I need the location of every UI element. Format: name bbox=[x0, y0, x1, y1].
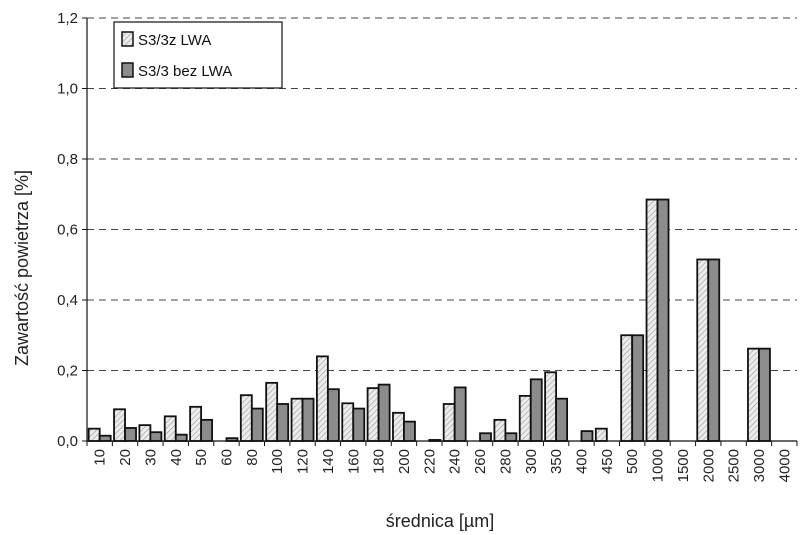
x-tick-label: 260 bbox=[472, 449, 489, 474]
x-axis-title: średnica [µm] bbox=[386, 511, 494, 531]
x-tick-label: 30 bbox=[142, 449, 159, 466]
bar-s3-3-bez-lwa bbox=[504, 432, 518, 442]
x-tick-label: 120 bbox=[295, 449, 312, 474]
gridlines bbox=[82, 17, 797, 442]
x-tick-label: 50 bbox=[193, 449, 210, 466]
x-tick-label: 350 bbox=[548, 449, 565, 474]
bar-s3-3-bez-lwa bbox=[656, 198, 670, 442]
y-tick-label: 1,0 bbox=[57, 81, 78, 98]
bar-s3-3z-lwa bbox=[366, 387, 380, 442]
bar-s3-3-bez-lwa bbox=[326, 388, 340, 442]
bar-s3-3z-lwa bbox=[696, 258, 710, 442]
bar-s3-3-bez-lwa bbox=[149, 431, 163, 442]
bar-s3-3z-lwa bbox=[341, 402, 355, 442]
bar-s3-3z-lwa bbox=[594, 427, 608, 442]
bar-s3-3-bez-lwa bbox=[377, 383, 391, 442]
x-tick-label: 1500 bbox=[675, 449, 692, 482]
x-tick-label: 180 bbox=[371, 449, 388, 474]
legend-label-s3-3-bez-lwa: S3/3 bez LWA bbox=[138, 63, 232, 80]
bar-s3-3-bez-lwa bbox=[529, 378, 543, 442]
x-tick-label: 140 bbox=[320, 449, 337, 474]
y-tick-label: 0,8 bbox=[57, 151, 78, 168]
bar-s3-3-bez-lwa bbox=[631, 334, 645, 442]
legend-box bbox=[113, 21, 283, 89]
x-tick-label: 450 bbox=[599, 449, 616, 474]
bar-s3-3-bez-lwa bbox=[403, 420, 416, 442]
bar-s3-3-bez-lwa bbox=[276, 403, 290, 442]
bar-s3-3-bez-lwa bbox=[352, 407, 366, 442]
x-tick-label: 20 bbox=[117, 449, 134, 466]
x-tick-label: 500 bbox=[624, 449, 641, 474]
legend-label-s3-3z-lwa: S3/3z LWA bbox=[138, 32, 211, 49]
y-tick-label: 0,2 bbox=[57, 363, 78, 380]
y-axis-title: Zawartość powietrza [%] bbox=[12, 170, 32, 366]
bar-s3-3z-lwa bbox=[189, 405, 203, 442]
x-tick-label: 300 bbox=[523, 449, 540, 474]
legend-swatch-s3-3-bez-lwa bbox=[121, 62, 134, 78]
x-tick-label: 3000 bbox=[751, 449, 768, 482]
bar-s3-3-bez-lwa bbox=[580, 430, 594, 442]
x-tick-label: 100 bbox=[269, 449, 286, 474]
x-tick-label: 60 bbox=[218, 449, 235, 466]
bar-s3-3-bez-lwa bbox=[453, 386, 467, 442]
bar-s3-3z-lwa bbox=[493, 418, 507, 442]
bar-s3-3-bez-lwa bbox=[98, 434, 112, 442]
bar-s3-3z-lwa bbox=[747, 347, 760, 442]
bar-s3-3z-lwa bbox=[87, 427, 101, 442]
bar-s3-3-bez-lwa bbox=[707, 258, 721, 442]
bar-s3-3-bez-lwa bbox=[758, 347, 771, 442]
bars bbox=[87, 198, 771, 442]
bar-s3-3z-lwa bbox=[620, 334, 634, 442]
bar-s3-3z-lwa bbox=[138, 424, 152, 442]
bar-s3-3-bez-lwa bbox=[479, 432, 492, 442]
axes bbox=[86, 18, 798, 446]
legend: S3/3z LWA S3/3 bez LWA bbox=[113, 21, 283, 89]
x-tick-label: 2000 bbox=[700, 449, 717, 482]
bar-s3-3-bez-lwa bbox=[200, 418, 214, 442]
x-tick-label: 1000 bbox=[650, 449, 667, 482]
x-tick-label: 160 bbox=[345, 449, 362, 474]
x-tick-label: 400 bbox=[573, 449, 590, 474]
bar-s3-3z-lwa bbox=[239, 394, 253, 442]
x-tick-label: 80 bbox=[244, 449, 261, 466]
bar-s3-3z-lwa bbox=[163, 415, 177, 442]
bar-s3-3-bez-lwa bbox=[301, 397, 315, 442]
x-tick-label: 10 bbox=[92, 449, 109, 466]
x-tick-label: 280 bbox=[497, 449, 514, 474]
bar-s3-3-bez-lwa bbox=[124, 427, 137, 442]
y-tick-label: 0,6 bbox=[57, 222, 78, 239]
bar-s3-3z-lwa bbox=[442, 403, 456, 442]
x-tick-label: 2500 bbox=[726, 449, 743, 482]
bar-s3-3-bez-lwa bbox=[174, 433, 188, 442]
bar-s3-3z-lwa bbox=[392, 411, 405, 442]
bar-s3-3z-lwa bbox=[113, 408, 126, 442]
bar-s3-3z-lwa bbox=[315, 355, 329, 442]
bar-s3-3-bez-lwa bbox=[250, 407, 264, 442]
bar-s3-3z-lwa bbox=[518, 394, 532, 442]
x-tick-label: 220 bbox=[421, 449, 438, 474]
x-tick-label: 240 bbox=[447, 449, 464, 474]
x-tick-label: 40 bbox=[168, 449, 185, 466]
x-tick-label: 4000 bbox=[776, 449, 793, 482]
bar-s3-3z-lwa bbox=[265, 381, 279, 442]
y-tick-label: 0,4 bbox=[57, 292, 78, 309]
y-tick-labels: 0,0 0,2 0,4 0,6 0,8 1,0 1,2 bbox=[57, 10, 78, 450]
y-tick-label: 0,0 bbox=[57, 433, 78, 450]
y-tick-label: 1,2 bbox=[57, 10, 78, 27]
x-tick-label: 200 bbox=[396, 449, 413, 474]
x-tick-labels: 10 20 30 40 50 60 80 100 120 140 160 180 200 220 240 26… bbox=[92, 449, 794, 482]
legend-swatch-s3-3z-lwa bbox=[121, 31, 134, 47]
bar-s3-3z-lwa bbox=[544, 371, 558, 442]
bar-s3-3z-lwa bbox=[290, 397, 304, 442]
bar-s3-3z-lwa bbox=[645, 198, 659, 442]
bar-s3-3-bez-lwa bbox=[555, 397, 569, 442]
